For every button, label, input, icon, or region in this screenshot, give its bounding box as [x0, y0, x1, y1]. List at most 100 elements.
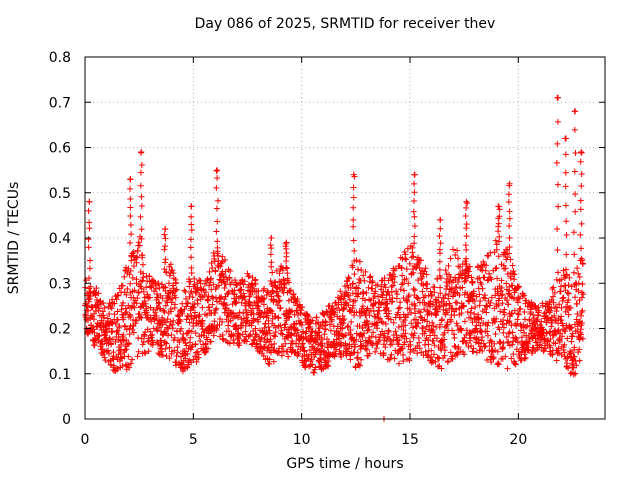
data-point — [216, 321, 223, 328]
data-point — [127, 312, 134, 319]
data-point — [199, 304, 206, 311]
data-point — [366, 334, 373, 341]
data-point — [148, 318, 155, 325]
data-point — [509, 329, 516, 336]
data-point — [133, 300, 140, 307]
data-point — [126, 311, 133, 318]
data-point — [162, 259, 169, 266]
data-point — [532, 303, 539, 310]
data-point — [563, 271, 570, 278]
data-point — [510, 351, 517, 358]
data-point — [135, 239, 142, 246]
data-point — [412, 310, 419, 317]
data-point — [261, 324, 268, 331]
data-point — [453, 284, 460, 291]
data-point — [134, 353, 141, 360]
data-point — [129, 274, 136, 281]
data-point — [453, 299, 460, 306]
data-point — [562, 169, 569, 176]
chart-title: Day 086 of 2025, SRMTID for receiver the… — [194, 16, 496, 32]
data-point — [139, 252, 146, 259]
data-point — [268, 293, 275, 300]
data-point — [488, 276, 495, 283]
data-point — [106, 350, 113, 357]
data-point — [163, 269, 170, 276]
data-point — [275, 315, 282, 322]
data-point — [201, 291, 208, 298]
data-point — [398, 323, 405, 330]
data-point — [422, 337, 429, 344]
data-point — [573, 316, 580, 323]
data-point — [464, 267, 471, 274]
data-point — [102, 357, 109, 364]
data-point — [485, 253, 492, 260]
data-point — [274, 349, 281, 356]
data-point — [125, 341, 132, 348]
data-point — [194, 348, 201, 355]
data-point — [86, 198, 93, 205]
data-point — [469, 279, 476, 286]
data-point — [357, 338, 364, 345]
data-point — [462, 212, 469, 219]
data-point — [387, 316, 394, 323]
data-point — [437, 284, 444, 291]
data-point — [187, 244, 194, 251]
data-point — [456, 292, 463, 299]
data-point — [159, 352, 166, 359]
data-point — [388, 351, 395, 358]
data-point — [515, 283, 522, 290]
data-point — [411, 240, 418, 247]
data-point — [248, 322, 255, 329]
data-point — [498, 284, 505, 291]
data-point — [556, 338, 563, 345]
data-point — [472, 304, 479, 311]
data-point — [235, 312, 242, 319]
data-point — [145, 348, 152, 355]
y-tick-label: 0.3 — [49, 276, 71, 292]
data-point — [393, 288, 400, 295]
data-point — [219, 332, 226, 339]
data-point — [445, 262, 452, 269]
data-point — [286, 288, 293, 295]
data-point — [451, 335, 458, 342]
data-point — [282, 340, 289, 347]
data-point — [147, 328, 154, 335]
data-point — [213, 305, 220, 312]
data-point — [360, 272, 367, 279]
data-point — [188, 344, 195, 351]
data-point — [276, 270, 283, 277]
data-point — [349, 264, 356, 271]
data-point — [410, 208, 417, 215]
data-point — [287, 308, 294, 315]
data-point — [554, 246, 561, 253]
data-point — [550, 299, 557, 306]
x-tick-label: 0 — [81, 432, 90, 448]
data-point — [481, 343, 488, 350]
y-tick-label: 0.5 — [49, 186, 71, 202]
data-point — [206, 282, 213, 289]
data-point — [487, 299, 494, 306]
data-point — [577, 158, 584, 165]
y-tick-label: 0.7 — [49, 95, 71, 111]
data-point — [251, 337, 258, 344]
data-point — [423, 351, 430, 358]
data-point — [341, 315, 348, 322]
data-point — [204, 336, 211, 343]
data-point — [464, 273, 471, 280]
data-point — [454, 322, 461, 329]
data-point — [283, 265, 290, 272]
data-point — [118, 302, 125, 309]
data-point — [236, 309, 243, 316]
data-point — [238, 299, 245, 306]
data-point — [412, 322, 419, 329]
data-point — [382, 344, 389, 351]
data-point — [574, 311, 581, 318]
data-point — [546, 329, 553, 336]
data-point — [460, 303, 467, 310]
data-point — [240, 310, 247, 317]
data-point — [374, 325, 381, 332]
data-point — [397, 299, 404, 306]
data-point — [437, 225, 444, 232]
data-point — [365, 284, 372, 291]
data-point — [499, 345, 506, 352]
